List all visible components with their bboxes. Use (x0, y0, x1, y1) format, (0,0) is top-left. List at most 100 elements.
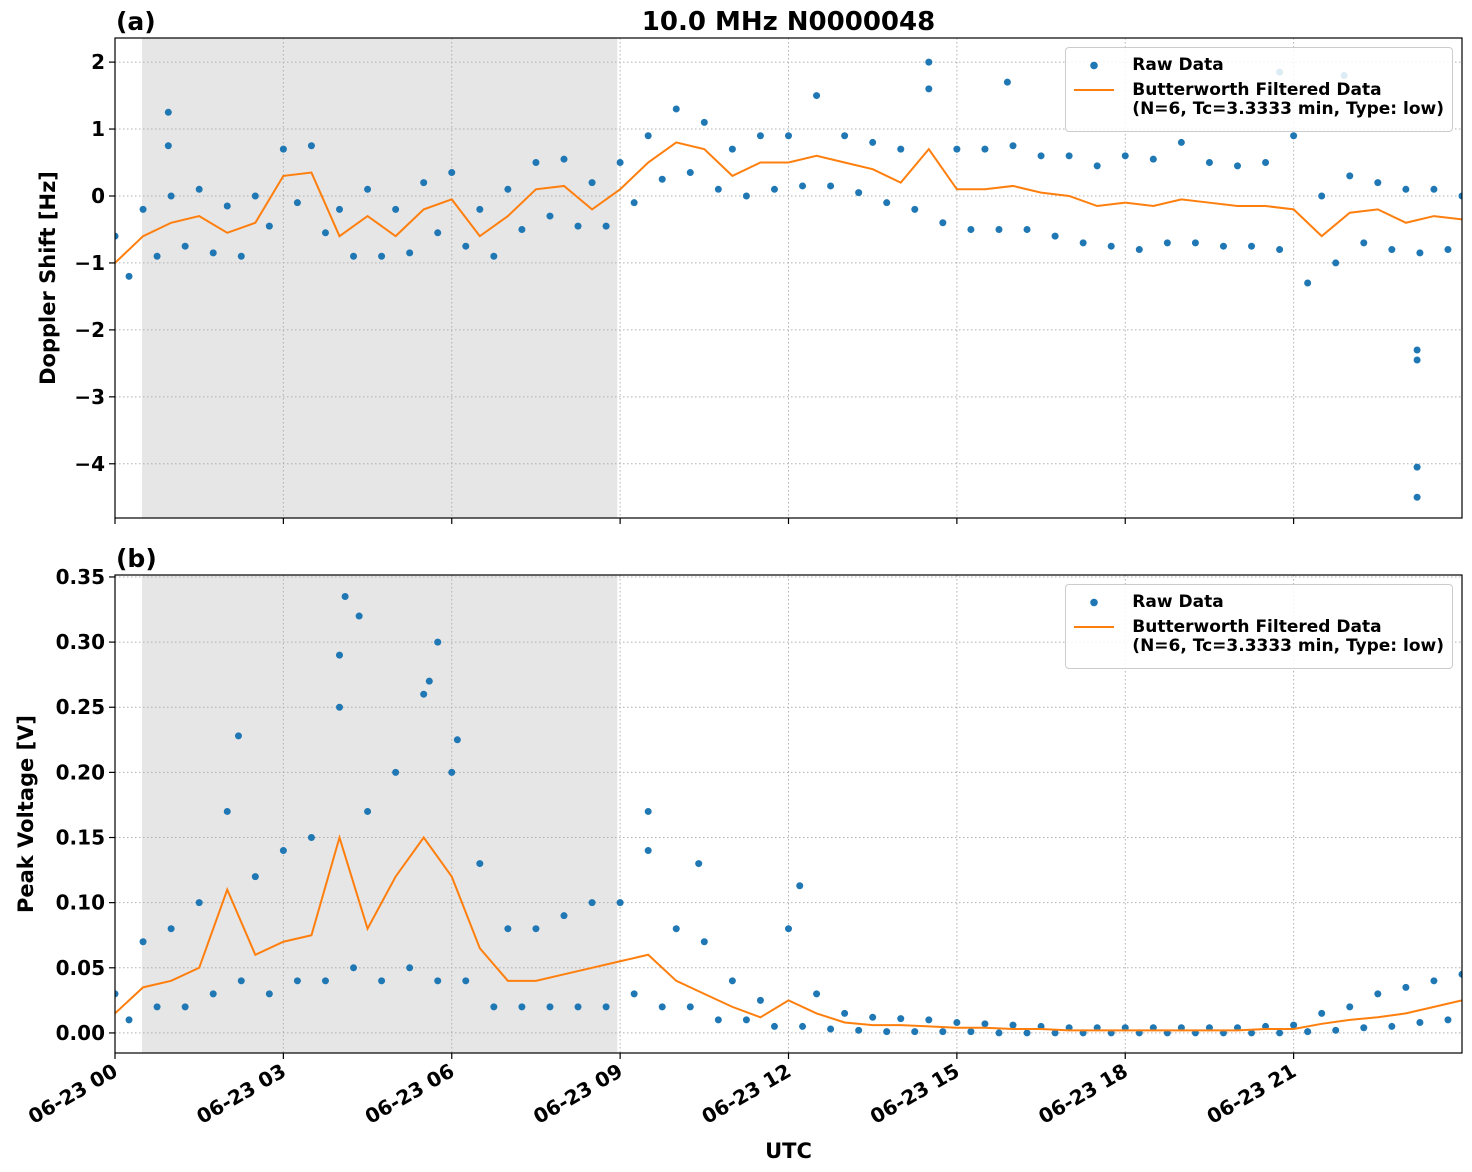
raw-point (756, 132, 764, 140)
raw-point (392, 205, 400, 213)
raw-point (1458, 192, 1462, 200)
raw-point (1444, 246, 1452, 254)
raw-point (1430, 977, 1438, 985)
raw-point (1191, 239, 1199, 247)
raw-point (630, 990, 638, 998)
chart-title: 10.0 MHz N0000048 (642, 7, 935, 37)
raw-point (911, 1028, 919, 1036)
raw-point (546, 212, 554, 220)
raw-point (115, 990, 119, 998)
raw-point (981, 145, 989, 153)
raw-point (827, 182, 835, 190)
raw-point (967, 225, 975, 233)
raw-point (911, 205, 919, 213)
raw-point (223, 807, 231, 815)
raw-point (406, 964, 414, 972)
raw-point (434, 638, 442, 646)
raw-point (1177, 138, 1185, 146)
raw-point (925, 1016, 933, 1024)
raw-point (392, 768, 400, 776)
raw-point (1360, 1024, 1368, 1032)
raw-point (813, 990, 821, 998)
raw-point (476, 205, 484, 213)
shaded-region (141, 575, 618, 1053)
raw-point (799, 182, 807, 190)
raw-point (925, 85, 933, 93)
raw-point (476, 860, 484, 868)
raw-point (714, 1016, 722, 1024)
y-tick-label: 0.15 (56, 826, 105, 850)
raw-point (616, 159, 624, 167)
raw-point (1219, 242, 1227, 250)
legend-entry: Butterworth Filtered Data (N=6, Tc=3.333… (1074, 81, 1444, 119)
x-tick-label: 06-23 12 (697, 1059, 795, 1129)
raw-point (855, 189, 863, 197)
raw-point (1416, 1019, 1424, 1027)
raw-point (695, 860, 703, 868)
raw-point (686, 1003, 694, 1011)
raw-point (307, 834, 315, 842)
y-axis-label: Peak Voltage [V] (14, 715, 38, 913)
raw-point (560, 912, 568, 920)
x-axis-label: UTC (765, 1139, 812, 1163)
raw-point (350, 964, 358, 972)
raw-point (796, 882, 804, 890)
raw-point (1318, 1009, 1326, 1017)
legend: Raw Data Butterworth Filtered Data (N=6, … (1065, 584, 1453, 669)
legend-key (1074, 593, 1115, 612)
raw-point (115, 232, 119, 240)
raw-point (995, 225, 1003, 233)
raw-point (462, 242, 470, 250)
raw-point (574, 1003, 582, 1011)
raw-point (181, 1003, 189, 1011)
raw-point (616, 899, 624, 907)
raw-point (453, 736, 461, 744)
raw-point (364, 807, 372, 815)
raw-point (406, 249, 414, 257)
raw-point (336, 703, 343, 711)
raw-point (293, 977, 301, 985)
raw-point (1388, 246, 1396, 254)
raw-point (378, 252, 386, 260)
raw-point (644, 132, 652, 140)
raw-point (1276, 246, 1284, 254)
raw-point (574, 222, 582, 230)
raw-point (630, 199, 638, 207)
raw-point (658, 1003, 666, 1011)
raw-point (434, 977, 442, 985)
raw-point (420, 690, 428, 698)
raw-point (644, 847, 652, 855)
raw-point (1458, 970, 1462, 978)
raw-point (1009, 1021, 1017, 1029)
raw-point (279, 847, 287, 855)
raw-point (967, 1028, 975, 1036)
y-tick-label: 0.00 (56, 1021, 105, 1045)
raw-point (153, 1003, 161, 1011)
raw-point (504, 185, 512, 193)
raw-point (265, 222, 273, 230)
raw-point (869, 1013, 877, 1021)
raw-point (588, 899, 596, 907)
y-tick-label: 0 (91, 184, 105, 208)
raw-point (1163, 239, 1171, 247)
raw-point (1290, 132, 1298, 140)
raw-point (448, 169, 456, 177)
raw-point (490, 1003, 498, 1011)
raw-point (293, 199, 301, 207)
raw-point (1093, 162, 1101, 170)
raw-point (714, 185, 722, 193)
raw-point (1402, 983, 1410, 991)
raw-point (883, 199, 891, 207)
raw-point (153, 252, 161, 260)
raw-point (265, 990, 273, 998)
raw-point (1374, 179, 1382, 187)
raw-point (1304, 279, 1312, 287)
x-tick-label: 06-23 21 (1203, 1059, 1301, 1129)
raw-point (139, 938, 147, 946)
raw-point (658, 175, 666, 183)
raw-point (953, 1019, 961, 1027)
raw-point (237, 252, 245, 260)
raw-point (1388, 1022, 1396, 1030)
raw-point (341, 592, 349, 600)
raw-point (700, 118, 708, 126)
